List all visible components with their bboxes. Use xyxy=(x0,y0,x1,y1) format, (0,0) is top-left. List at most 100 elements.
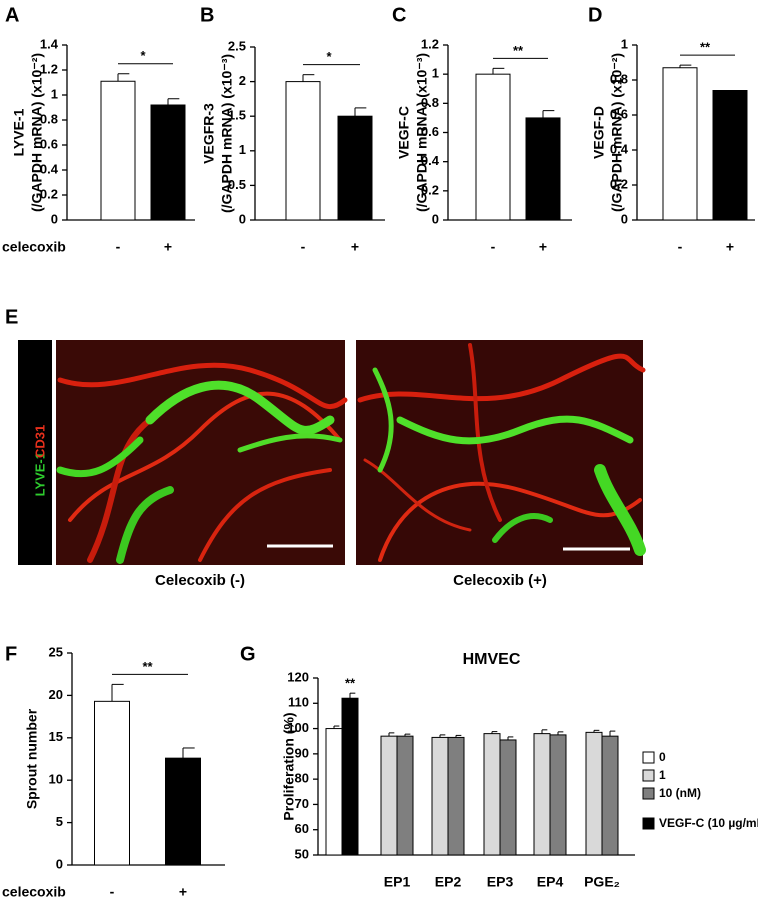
legend-label: 0 xyxy=(659,750,666,764)
y-tick-label: 0.2 xyxy=(421,182,439,197)
bar xyxy=(525,117,561,221)
legend-swatch xyxy=(642,817,655,830)
x-tick-label: EP2 xyxy=(435,874,462,890)
y-tick-label: 1.2 xyxy=(421,36,439,51)
vessels xyxy=(56,362,348,564)
bar xyxy=(165,757,201,866)
y-tick-label: 1 xyxy=(51,86,58,101)
x-tick-label: + xyxy=(351,239,359,255)
significance-label: ** xyxy=(513,43,524,58)
x-tick-label: - xyxy=(491,239,496,255)
bar xyxy=(549,734,567,856)
x-tick-label: - xyxy=(301,239,306,255)
significance-label: ** xyxy=(345,676,356,691)
legend-swatch xyxy=(642,751,655,764)
stain-strip xyxy=(18,340,52,565)
y-tick-label: 0.4 xyxy=(421,153,440,168)
bar xyxy=(483,733,501,856)
x-axis-label: celecoxib xyxy=(2,884,66,900)
y-tick-label: 110 xyxy=(288,695,309,710)
y-tick-label: 2.5 xyxy=(228,38,246,53)
y-axis-label: (/GAPDH mRNA) (x10⁻³) xyxy=(219,54,235,213)
significance-label: ** xyxy=(700,40,711,55)
y-tick-label: 0 xyxy=(239,211,246,226)
panel-letter: C xyxy=(392,4,406,26)
caption: Celecoxib (-) xyxy=(155,572,245,589)
significance-label: ** xyxy=(142,659,153,674)
y-tick-label: 1.4 xyxy=(40,36,59,51)
bar xyxy=(325,728,343,856)
x-tick-label: + xyxy=(164,239,172,255)
y-tick-label: 90 xyxy=(295,745,309,760)
stain-label: CD31 xyxy=(32,425,47,458)
y-tick-label: 0 xyxy=(432,211,439,226)
bar xyxy=(380,735,398,856)
bar xyxy=(712,90,748,221)
legend-swatch xyxy=(642,769,655,782)
bar xyxy=(475,73,511,221)
y-tick-label: 0.5 xyxy=(228,177,246,192)
y-tick-label: 100 xyxy=(287,720,309,735)
bar xyxy=(601,735,619,856)
legend-label: 10 (nM) xyxy=(659,786,701,800)
x-tick-label: + xyxy=(539,239,547,255)
x-tick-label: PGE₂ xyxy=(584,874,620,890)
x-tick-label: + xyxy=(726,239,734,255)
y-tick-label: 0 xyxy=(56,856,63,871)
y-tick-label: 10 xyxy=(49,772,63,787)
y-tick-label: 1.2 xyxy=(40,61,58,76)
x-tick-label: EP4 xyxy=(537,874,564,890)
bar xyxy=(585,731,603,856)
bar xyxy=(337,115,373,221)
bar xyxy=(341,697,359,856)
panel-letter: D xyxy=(588,4,602,26)
x-tick-label: - xyxy=(110,884,115,900)
bar xyxy=(533,733,551,856)
y-tick-label: 1.5 xyxy=(228,108,246,123)
y-tick-label: 0.8 xyxy=(610,71,628,86)
y-tick-label: 20 xyxy=(49,687,63,702)
y-axis-label: Proliferation (%) xyxy=(281,712,297,820)
y-axis-label: LYVE-1 xyxy=(11,108,27,156)
legend-label: VEGF-C (10 µg/mL) xyxy=(659,816,758,830)
micrograph xyxy=(356,340,643,565)
x-tick-label: - xyxy=(116,239,121,255)
y-tick-label: 5 xyxy=(56,814,63,829)
y-axis-label: (/GAPDH mRNA) (x10⁻³) xyxy=(414,53,430,212)
x-tick-label: EP3 xyxy=(487,874,514,890)
vessels xyxy=(357,343,646,562)
legend-label: 1 xyxy=(659,768,666,782)
y-tick-label: 0.8 xyxy=(421,95,439,110)
y-tick-label: 2 xyxy=(239,73,246,88)
bar xyxy=(396,735,414,856)
y-tick-label: 25 xyxy=(49,644,63,659)
y-tick-label: 70 xyxy=(295,796,309,811)
stain-label: LYVE-1 xyxy=(32,452,47,496)
significance-label: * xyxy=(140,48,146,63)
caption: Celecoxib (+) xyxy=(453,572,547,589)
x-axis-label: celecoxib xyxy=(2,239,66,255)
y-tick-label: 0 xyxy=(51,211,58,226)
y-tick-label: 0.6 xyxy=(610,106,628,121)
y-tick-label: 1 xyxy=(621,36,628,51)
panel-e-images: LYVE-1 CD31 E Celecoxib (-) Cele xyxy=(5,306,646,589)
y-tick-label: 0.6 xyxy=(421,124,439,139)
y-axis-label: VEGF-C xyxy=(396,106,412,159)
y-tick-label: 0.8 xyxy=(40,111,58,126)
y-tick-label: 0 xyxy=(621,211,628,226)
bar xyxy=(499,739,517,856)
y-tick-label: 0.4 xyxy=(40,161,59,176)
bar xyxy=(662,67,698,221)
y-axis-label: VEGF-D xyxy=(591,106,607,159)
y-tick-label: 0.2 xyxy=(610,176,628,191)
y-tick-label: 0.4 xyxy=(610,141,629,156)
significance-label: * xyxy=(326,49,332,64)
y-tick-label: 60 xyxy=(295,821,309,836)
y-axis-label: (/GAPDH mRNA) (x10⁻²) xyxy=(29,53,45,212)
panel-letter: B xyxy=(200,4,214,26)
y-axis-label: (/GAPDH mRNA) (x10⁻²) xyxy=(609,53,625,212)
bar xyxy=(447,736,465,856)
y-tick-label: 0.2 xyxy=(40,186,58,201)
y-tick-label: 1 xyxy=(432,66,439,81)
